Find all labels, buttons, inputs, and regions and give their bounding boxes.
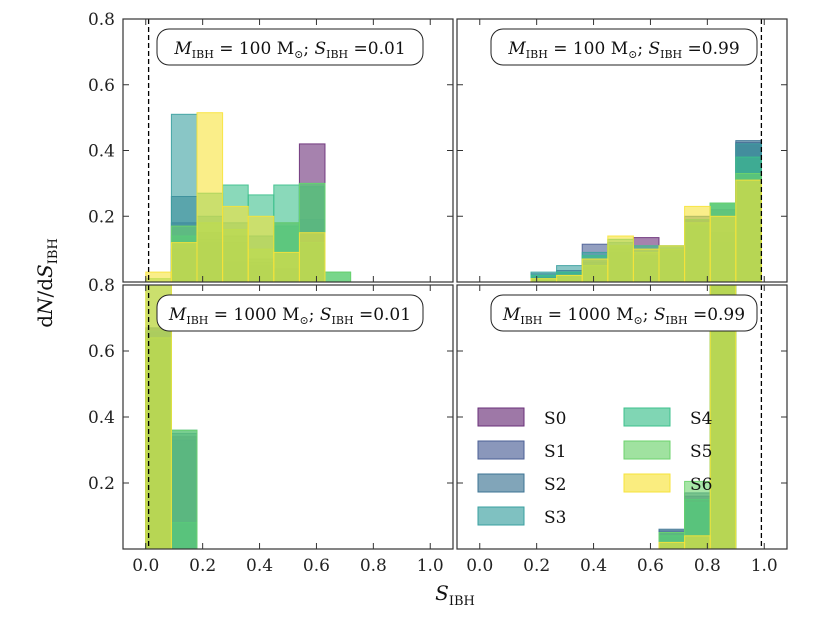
xtick-label-0.6: 0.6 bbox=[637, 556, 664, 576]
annotation-top-left: MIBH = 100 M⊙; SIBH =0.01 bbox=[156, 28, 424, 66]
legend-swatch-s1 bbox=[477, 440, 525, 460]
ytick-label-0.8: 0.8 bbox=[88, 10, 115, 30]
xtick-label-0.4: 0.4 bbox=[580, 556, 607, 576]
bar-top-left-s6-bin-5 bbox=[273, 251, 300, 282]
annotation-bottom-left: MIBH = 1000 M⊙; SIBH =0.01 bbox=[156, 294, 424, 332]
legend-swatch-s5 bbox=[623, 440, 671, 460]
panel-bottom-left-bars bbox=[145, 285, 198, 549]
bar-top-right-s6-bin-6 bbox=[632, 248, 660, 282]
legend-swatch-s2 bbox=[477, 473, 525, 493]
ytick-label-0.6: 0.6 bbox=[88, 342, 115, 362]
bar-top-left-s6-bin-0 bbox=[145, 271, 172, 282]
legend-label-s3: S3 bbox=[544, 508, 566, 528]
xtick-label-1.0: 1.0 bbox=[417, 556, 444, 576]
xtick-label-0.4: 0.4 bbox=[246, 556, 273, 576]
annotation-box bbox=[156, 28, 424, 66]
legend-label-s1: S1 bbox=[544, 442, 566, 462]
annotation-box bbox=[156, 294, 424, 332]
y-axis-label: dN/dSIBH bbox=[33, 238, 61, 328]
tick-labels-layer: 0.2 0.4 0.6 0.8 0.0 0.2 0.4 0.6 0.8 1.0 0.2 0.4 0.6 0… bbox=[88, 10, 778, 576]
ytick-label-0.8: 0.8 bbox=[88, 276, 115, 296]
xtick-label-0.0: 0.0 bbox=[132, 556, 159, 576]
x-axis-label: SIBH bbox=[435, 581, 475, 609]
legend-swatch-s0 bbox=[477, 407, 525, 427]
bar-top-left-s6-bin-1 bbox=[170, 242, 198, 282]
legend-label-s2: S2 bbox=[544, 475, 566, 495]
legend: S0 S1 S2 S3 S4 S5 S6 bbox=[477, 407, 712, 528]
legend-swatch-s6 bbox=[623, 473, 671, 493]
annotation-top-right: MIBH = 100 M⊙; SIBH =0.99 bbox=[490, 28, 758, 66]
annotation-text: MIBH = 100 M⊙; SIBH =0.99 bbox=[507, 39, 739, 61]
legend-label-s4: S4 bbox=[690, 409, 712, 429]
xtick-label-0.0: 0.0 bbox=[466, 556, 493, 576]
panel-frames-layer bbox=[122, 18, 788, 550]
legend-label-s0: S0 bbox=[544, 409, 566, 429]
xtick-label-0.2: 0.2 bbox=[189, 556, 216, 576]
bar-top-right-s6-bin-8 bbox=[684, 205, 711, 282]
bar-top-right-s6-bin-9 bbox=[709, 215, 737, 282]
panel-top-left-bars bbox=[145, 112, 352, 282]
bar-top-right-s6-bin-10 bbox=[735, 179, 762, 282]
ytick-label-0.4: 0.4 bbox=[88, 408, 115, 428]
bar-top-left-s6-bin-3 bbox=[222, 205, 249, 282]
bar-bottom-right-s6-bin-7 bbox=[658, 541, 686, 549]
annotation-text: MIBH = 1000 M⊙; SIBH =0.99 bbox=[502, 305, 745, 327]
bar-top-right-s6-bin-3 bbox=[556, 274, 583, 282]
legend-label-s5: S5 bbox=[690, 442, 712, 462]
xtick-label-0.8: 0.8 bbox=[360, 556, 387, 576]
xtick-label-1.0: 1.0 bbox=[751, 556, 778, 576]
ytick-label-0.6: 0.6 bbox=[88, 76, 115, 96]
bars-layer bbox=[145, 112, 762, 549]
bar-top-left-s6-bin-4 bbox=[247, 215, 275, 282]
annotation-text: MIBH = 1000 M⊙; SIBH =0.01 bbox=[168, 305, 411, 327]
legend-label-s6: S6 bbox=[690, 475, 712, 495]
ytick-label-0.4: 0.4 bbox=[88, 142, 115, 162]
annotation-box bbox=[490, 28, 758, 66]
ytick-label-0.2: 0.2 bbox=[88, 474, 115, 494]
annotations-layer: MIBH = 100 M⊙; SIBH =0.01 MIBH = 100 M⊙; … bbox=[156, 28, 758, 332]
bar-top-right-s6-bin-5 bbox=[607, 235, 634, 282]
annotation-text: MIBH = 100 M⊙; SIBH =0.01 bbox=[173, 39, 405, 61]
xtick-label-0.6: 0.6 bbox=[303, 556, 330, 576]
bar-bottom-right-s6-bin-8 bbox=[684, 535, 711, 549]
annotation-bottom-right: MIBH = 1000 M⊙; SIBH =0.99 bbox=[490, 294, 758, 332]
bar-bottom-left-s5-bin-1 bbox=[170, 429, 198, 549]
bar-top-left-s5-bin-7 bbox=[324, 271, 352, 282]
annotation-box bbox=[490, 294, 758, 332]
bar-top-left-s6-bin-6 bbox=[298, 232, 326, 282]
bar-top-left-s6-bin-2 bbox=[196, 112, 224, 282]
bar-bottom-left-s6-bin-0 bbox=[145, 285, 172, 549]
legend-swatch-s4 bbox=[623, 407, 671, 427]
ytick-label-0.2: 0.2 bbox=[88, 207, 115, 227]
bar-top-right-s6-bin-4 bbox=[581, 258, 609, 282]
xtick-label-0.8: 0.8 bbox=[694, 556, 721, 576]
xtick-label-0.2: 0.2 bbox=[523, 556, 550, 576]
reference-lines-layer bbox=[147, 19, 763, 549]
legend-swatch-s3 bbox=[477, 506, 525, 526]
panel-top-right-bars bbox=[530, 140, 762, 282]
bar-top-right-s6-bin-7 bbox=[658, 245, 686, 282]
